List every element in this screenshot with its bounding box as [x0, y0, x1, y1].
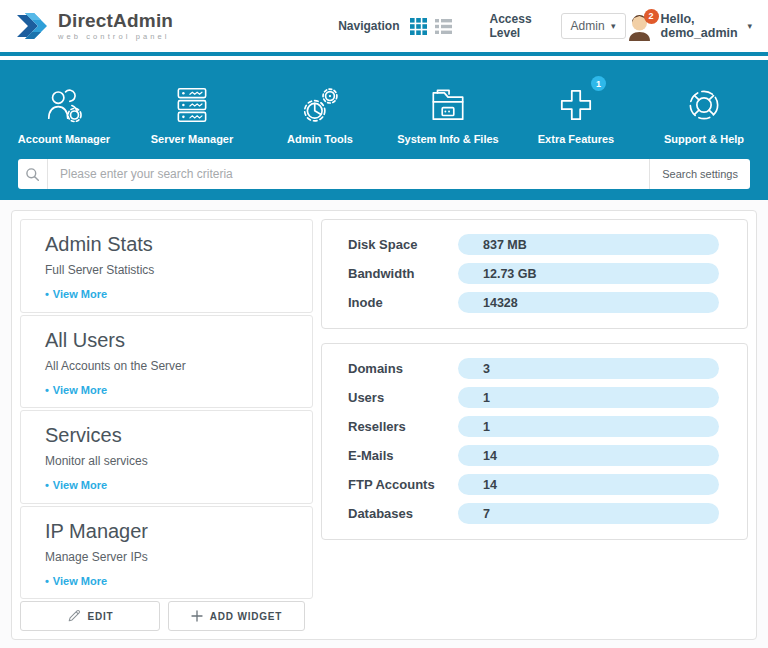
stat-row: Bandwidth 12.73 GB: [348, 259, 719, 288]
widget-title: All Users: [45, 329, 288, 352]
access-level-label: Access Level: [490, 12, 547, 40]
nav-item-label: System Info & Files: [397, 133, 498, 145]
search-settings-button[interactable]: Search settings: [649, 159, 750, 189]
stat-value-pill: 14: [458, 445, 719, 466]
stat-value-pill: 14328: [458, 292, 719, 313]
widget-subtitle: Full Server Statistics: [45, 263, 288, 277]
view-more-link[interactable]: • View More: [45, 575, 107, 587]
main-nav-band: Account Manager Server Manager: [0, 60, 768, 200]
directadmin-logo-icon: [16, 12, 50, 40]
add-widget-button[interactable]: ADD WIDGET: [168, 601, 305, 631]
nav-item-extra-features[interactable]: 1 Extra Features: [512, 78, 640, 145]
widget-admin-stats: Admin Stats Full Server Statistics • Vie…: [20, 219, 313, 313]
directadmin-logo[interactable]: DirectAdmin web control panel: [16, 11, 173, 41]
chevron-down-icon: ▾: [747, 21, 752, 31]
widget-all-users: All Users All Accounts on the Server • V…: [20, 315, 313, 409]
server-stack-icon: [171, 78, 213, 126]
navigation-label: Navigation: [338, 19, 399, 33]
search-input[interactable]: [48, 159, 649, 189]
extra-features-badge: 1: [591, 76, 606, 91]
nav-item-support-help[interactable]: Support & Help: [640, 78, 768, 145]
stat-value-pill: 1: [458, 387, 719, 408]
stat-value-pill: 14: [458, 474, 719, 495]
nav-item-label: Support & Help: [664, 133, 744, 145]
stat-label: Users: [348, 390, 458, 405]
stat-value-pill: 1: [458, 416, 719, 437]
usage-stats-box: Disk Space 837 MB Bandwidth 12.73 GB Ino…: [321, 219, 748, 329]
stat-row: Resellers 1: [348, 412, 719, 441]
widget-ip-manager: IP Manager Manage Server IPs • View More: [20, 506, 313, 600]
edit-button[interactable]: EDIT: [20, 601, 160, 631]
view-more-link[interactable]: • View More: [45, 288, 107, 300]
user-menu[interactable]: 2 Hello, demo_admin ▾: [626, 12, 752, 41]
folder-icon: [427, 78, 469, 126]
stat-label: Domains: [348, 361, 458, 376]
nav-item-system-info-files[interactable]: System Info & Files: [384, 78, 512, 145]
stat-label: Inode: [348, 295, 458, 310]
top-header: DirectAdmin web control panel Navigation: [0, 0, 768, 52]
nav-item-server-manager[interactable]: Server Manager: [128, 78, 256, 145]
dashboard-panel: Admin Stats Full Server Statistics • Vie…: [11, 210, 757, 640]
stat-value-pill: 3: [458, 358, 719, 379]
stat-row: FTP Accounts 14: [348, 470, 719, 499]
stat-label: Bandwidth: [348, 266, 458, 281]
stat-row: Users 1: [348, 383, 719, 412]
stat-row: Inode 14328: [348, 288, 719, 317]
stat-row: Disk Space 837 MB: [348, 230, 719, 259]
user-greeting: Hello, demo_admin: [661, 12, 740, 40]
stat-value-pill: 7: [458, 503, 719, 524]
life-ring-icon: [683, 78, 725, 126]
stat-label: E-Mails: [348, 448, 458, 463]
stat-row: E-Mails 14: [348, 441, 719, 470]
stat-label: FTP Accounts: [348, 477, 458, 492]
gears-icon: [299, 78, 341, 126]
users-gear-icon: [43, 78, 85, 126]
nav-item-label: Server Manager: [151, 133, 234, 145]
stat-label: Resellers: [348, 419, 458, 434]
list-view-icon[interactable]: [435, 18, 452, 35]
widget-subtitle: Manage Server IPs: [45, 550, 288, 564]
stats-column: Disk Space 837 MB Bandwidth 12.73 GB Ino…: [321, 219, 748, 631]
stat-value-pill: 837 MB: [458, 234, 719, 255]
nav-item-label: Account Manager: [18, 133, 110, 145]
search-icon: [18, 159, 48, 189]
widget-title: Admin Stats: [45, 233, 288, 256]
search-bar: Search settings: [18, 159, 750, 189]
stat-value-pill: 12.73 GB: [458, 263, 719, 284]
stat-row: Databases 7: [348, 499, 719, 528]
widget-column: Admin Stats Full Server Statistics • Vie…: [20, 219, 313, 631]
nav-item-label: Admin Tools: [287, 133, 353, 145]
bullet-icon: •: [45, 575, 49, 587]
plus-icon: [191, 610, 203, 622]
widget-title: IP Manager: [45, 520, 288, 543]
bullet-icon: •: [45, 479, 49, 491]
widget-subtitle: Monitor all services: [45, 454, 288, 468]
view-more-link[interactable]: • View More: [45, 384, 107, 396]
nav-item-account-manager[interactable]: Account Manager: [0, 78, 128, 145]
stat-label: Disk Space: [348, 237, 458, 252]
plus-cross-icon: 1: [555, 78, 597, 126]
chevron-down-icon: ▾: [611, 21, 616, 31]
stat-row: Domains 3: [348, 354, 719, 383]
widget-title: Services: [45, 424, 288, 447]
bullet-icon: •: [45, 384, 49, 396]
notification-badge[interactable]: 2: [644, 9, 659, 24]
access-level-select[interactable]: Admin ▾: [561, 13, 626, 39]
account-stats-box: Domains 3 Users 1 Resellers 1 E-Mails 14…: [321, 343, 748, 540]
logo-subtitle: web control panel: [58, 32, 173, 41]
view-more-link[interactable]: • View More: [45, 479, 107, 491]
widget-services: Services Monitor all services • View Mor…: [20, 410, 313, 504]
nav-item-admin-tools[interactable]: Admin Tools: [256, 78, 384, 145]
grid-view-icon[interactable]: [410, 18, 427, 35]
pencil-icon: [67, 609, 81, 623]
nav-item-label: Extra Features: [538, 133, 614, 145]
logo-title: DirectAdmin: [58, 11, 173, 30]
access-level-value: Admin: [571, 19, 605, 33]
widget-subtitle: All Accounts on the Server: [45, 359, 288, 373]
bullet-icon: •: [45, 288, 49, 300]
stat-label: Databases: [348, 506, 458, 521]
